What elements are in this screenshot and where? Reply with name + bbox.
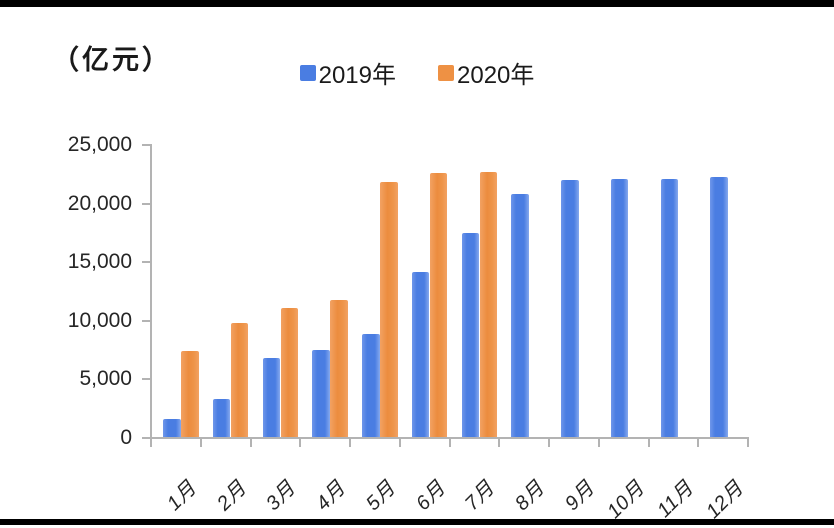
y-axis-tick-label: 15,000 — [67, 250, 132, 274]
y-axis-line — [150, 144, 152, 437]
y-axis-tick — [142, 378, 150, 381]
x-axis-tick — [498, 439, 501, 447]
legend-item-2020年: 2020年 — [438, 55, 534, 90]
bar-2019年-7月 — [461, 233, 479, 437]
x-axis-tick — [548, 439, 550, 447]
x-axis-tick — [299, 439, 302, 447]
y-axis-tick — [142, 319, 150, 322]
unit-label: （亿元） — [52, 45, 172, 75]
x-axis-tick — [150, 439, 152, 447]
x-axis-tick — [597, 439, 600, 447]
x-axis-tick — [647, 439, 650, 447]
bar-2019年-10月 — [610, 179, 629, 437]
bar-2020年-3月 — [280, 308, 298, 437]
bar-2020年-2月 — [230, 323, 249, 437]
y-axis-tick — [142, 261, 150, 264]
bar-2019年-8月 — [511, 194, 529, 437]
y-axis-tick — [142, 144, 150, 146]
y-axis-tick-label: 5,000 — [79, 367, 132, 391]
x-axis-tick — [249, 439, 252, 447]
legend-label: 2019年 — [318, 62, 396, 89]
bar-2020年-1月 — [181, 351, 199, 437]
y-axis-tick-label: 10,000 — [67, 308, 132, 332]
bar-2019年-12月 — [710, 176, 728, 437]
bar-2019年-5月 — [362, 333, 380, 437]
bar-2020年-7月 — [479, 172, 497, 437]
x-axis-tick — [697, 439, 700, 447]
top-border-bar — [0, 0, 834, 7]
bar-2019年-6月 — [411, 271, 430, 437]
legend-item-2019年: 2019年 — [299, 55, 396, 90]
bar-2019年-2月 — [212, 399, 231, 437]
bar-2020年-4月 — [330, 299, 348, 437]
x-axis-tick — [448, 439, 451, 447]
y-axis-tick-label: 25,000 — [67, 133, 132, 156]
bar-2020年-5月 — [380, 181, 398, 437]
x-axis-tick — [199, 439, 202, 447]
legend: 2019年 2020年 — [0, 55, 834, 90]
bar-2019年-9月 — [561, 180, 579, 437]
y-axis-tick-label: 0 — [120, 426, 132, 449]
bar-2019年-4月 — [312, 350, 330, 437]
y-axis-tick-label: 20,000 — [67, 191, 132, 215]
bottom-border-bar — [0, 519, 834, 525]
bar-2019年-11月 — [660, 179, 678, 437]
bar-2019年-3月 — [262, 358, 280, 437]
x-axis-line — [150, 437, 749, 439]
y-axis-tick — [142, 437, 150, 439]
legend-swatch-icon — [299, 64, 316, 81]
y-axis-tick — [142, 202, 150, 205]
x-axis-tick — [349, 439, 351, 447]
bar-2019年-1月 — [163, 419, 181, 437]
legend-swatch-icon — [438, 64, 454, 81]
legend-label: 2020年 — [457, 62, 535, 89]
bar-2020年-6月 — [429, 173, 448, 437]
x-axis-tick — [747, 439, 749, 447]
x-axis-tick — [398, 439, 401, 447]
